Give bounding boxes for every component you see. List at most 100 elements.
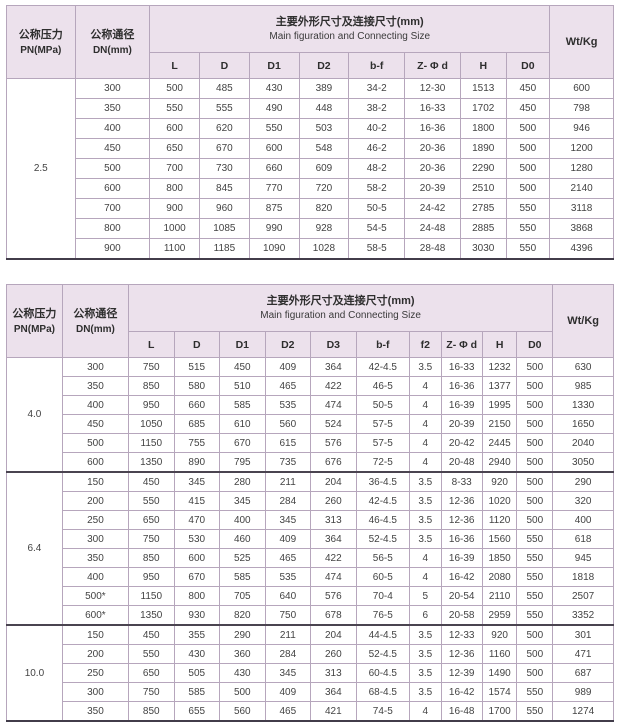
table-row: 800 1000 1085 990 928 54-5 24-48 2885 550 3868 [7,218,614,239]
value-cell: 409 [264,682,312,702]
value-cell: 1330 [552,395,614,415]
value-cell: 76-5 [355,605,410,626]
value-cell: 24-42 [404,198,461,219]
value-cell: 1085 [199,218,250,239]
value-cell: 474 [310,567,357,587]
column-header: Z- Φ d [440,331,483,358]
table-row: 350 850 600 525 465 422 56-5 4 16-39 1850 550 945 [7,548,614,568]
dn-cell: 150 [61,471,130,492]
value-cell: 1090 [248,238,300,260]
value-cell: 650 [149,138,200,159]
value-cell: 1700 [481,701,518,722]
value-cell: 204 [310,624,357,645]
table-row: 250 650 470 400 345 313 46-4.5 3.5 12-36 1120 500 4… [7,510,614,530]
spec-table-pn40-64-100: 公称压力 PN(MPa) 公称通径 DN(mm) 主要外形尺寸及连接尺寸(mm)… [6,284,614,722]
value-cell: 12-36 [440,491,483,511]
value-cell: 3868 [549,218,614,239]
value-cell: 20-48 [440,452,483,473]
value-cell: 550 [505,218,551,239]
value-cell: 500 [516,414,554,434]
main-dimensions-header: 主要外形尺寸及连接尺寸(mm) Main figuration and Conn… [149,5,551,53]
value-cell: 42-4.5 [355,491,410,511]
table-row: 300 750 585 500 409 364 68-4.5 3.5 16-42 1574 550 9… [7,682,614,702]
dn-cell: 900 [74,238,151,260]
value-cell: 850 [128,548,175,568]
pn-value: 10.0 [6,624,63,722]
dn-cell: 500 [61,433,130,453]
value-cell: 1513 [459,78,507,99]
table-row: 600 1350 890 795 735 676 72-5 4 20-48 2940 500 3050 [7,452,614,473]
value-cell: 750 [264,605,312,626]
value-cell: 4 [408,701,442,722]
value-cell: 670 [173,567,221,587]
pn-value: 4.0 [6,357,63,473]
pn-value: 2.5 [6,78,76,260]
value-cell: 211 [264,624,312,645]
value-cell: 600 [149,118,200,139]
value-cell: 60-4.5 [355,663,410,683]
value-cell: 450 [505,78,551,99]
value-cell: 12-36 [440,510,483,530]
value-cell: 500 [505,158,551,179]
column-header: D1 [219,331,266,358]
value-cell: 16-33 [440,357,483,377]
value-cell: 34-2 [348,78,406,99]
value-cell: 770 [248,178,300,199]
value-cell: 585 [219,395,266,415]
dn-cell: 300 [61,529,130,549]
value-cell: 345 [173,471,221,492]
value-cell: 12-30 [404,78,461,99]
dn-cell: 200 [61,644,130,664]
table-body: 4.0 300 750 515 450 409 364 42-4.5 3.5 16-33 1232 5… [6,357,614,722]
table-row: 350 850 580 510 465 422 46-5 4 16-36 1377 500 985 [7,376,614,396]
table-row: 350 550 555 490 448 38-2 16-33 1702 450 798 [7,98,614,119]
table-row: 4.0 300 750 515 450 409 364 42-4.5 3.5 16-33 1232 5… [6,357,614,473]
value-cell: 8-33 [440,471,483,492]
pn-value: 6.4 [6,471,63,626]
dn-label-en: DN(mm) [92,44,132,56]
value-cell: 750 [128,529,175,549]
value-cell: 3.5 [408,624,442,645]
value-cell: 500 [219,682,266,702]
column-header: D [199,52,250,79]
value-cell: 548 [298,138,350,159]
value-cell: 2785 [459,198,507,219]
value-cell: 1150 [128,433,175,453]
dn-cell: 450 [61,414,130,434]
table-row: 500 1150 755 670 615 576 57-5 4 20-42 2445 500 2040 [7,433,614,453]
value-cell: 875 [248,198,300,219]
value-cell: 1350 [128,452,175,473]
value-cell: 320 [552,491,614,511]
table-row: 10.0 150 450 355 290 211 204 44-4.5 3.5 12-33 920 5… [6,624,614,722]
dn-cell: 250 [61,510,130,530]
value-cell: 550 [149,98,200,119]
value-cell: 550 [516,529,554,549]
value-cell: 204 [310,471,357,492]
value-cell: 660 [248,158,300,179]
table-row: 500 700 730 660 609 48-2 20-36 2290 500 1280 [7,158,614,179]
dn-cell: 350 [61,548,130,568]
value-cell: 40-2 [348,118,406,139]
value-cell: 3.5 [408,644,442,664]
value-cell: 16-36 [440,376,483,396]
value-cell: 345 [219,491,266,511]
value-cell: 16-42 [440,567,483,587]
value-cell: 600 [248,138,300,159]
value-cell: 400 [219,510,266,530]
column-header: Z- Φ d [404,52,461,79]
value-cell: 585 [219,567,266,587]
value-cell: 20-58 [440,605,483,626]
value-cell: 460 [219,529,266,549]
value-cell: 465 [264,376,312,396]
value-cell: 500 [516,452,554,473]
value-cell: 1028 [298,238,350,260]
value-cell: 510 [219,376,266,396]
dn-cell: 150 [61,624,130,645]
value-cell: 4396 [549,238,614,260]
value-cell: 928 [298,218,350,239]
value-cell: 20-39 [404,178,461,199]
value-cell: 1350 [128,605,175,626]
value-cell: 2507 [552,586,614,606]
value-cell: 430 [219,663,266,683]
